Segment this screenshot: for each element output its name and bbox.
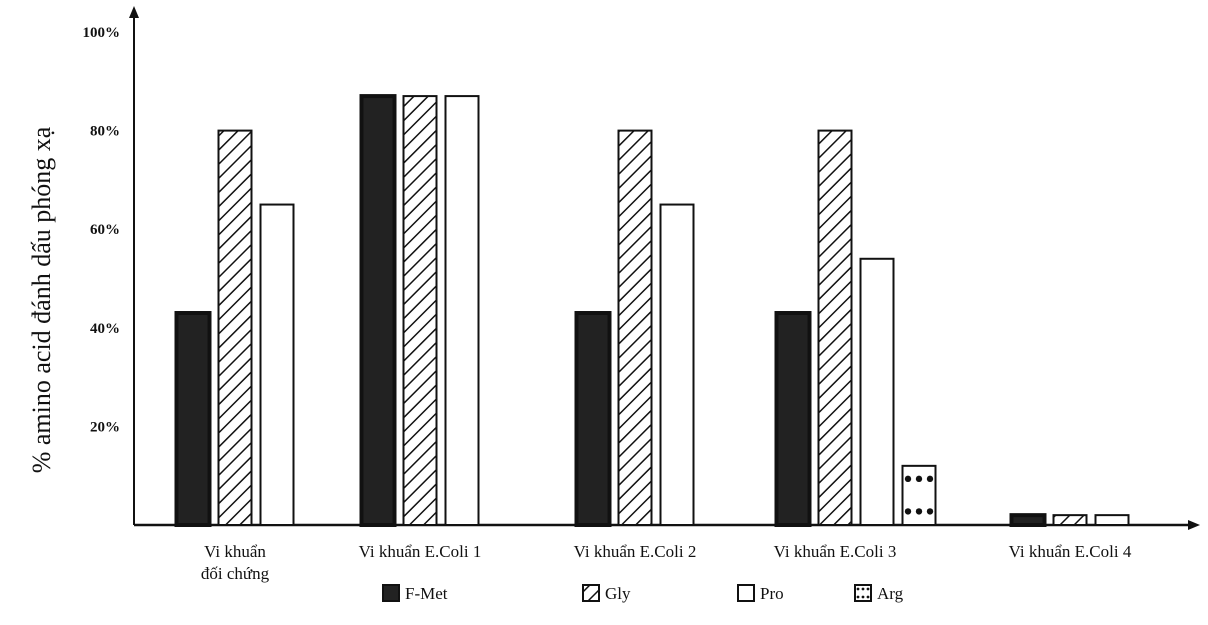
legend-label: Pro: [760, 584, 784, 603]
dot-mark: [915, 475, 923, 483]
x-axis-arrow: [1188, 520, 1200, 530]
dot-mark: [915, 508, 923, 515]
bar-pro: [1094, 514, 1130, 527]
x-tick-label: Vi khuẩn E.Coli 2: [574, 542, 697, 561]
legend-item-arg: Arg: [854, 584, 904, 603]
dot-mark: [904, 508, 912, 515]
bar-pro: [659, 203, 695, 527]
dot-mark: [926, 475, 934, 483]
bar-gly: [217, 129, 253, 526]
legend-item-pro: Pro: [737, 584, 784, 603]
bar-gly: [1052, 514, 1088, 527]
x-tick-label: Vi khuẩn E.Coli 4: [1009, 542, 1132, 561]
legend-label: Arg: [877, 584, 904, 603]
legend-item-f-met: F-Met: [382, 584, 448, 603]
x-tick-label: Vi khuẩn E.Coli 3: [774, 542, 897, 561]
bar-f-met: [574, 311, 612, 528]
bar-f-met: [174, 311, 212, 528]
legend-label: F-Met: [405, 584, 448, 603]
bar-f-met: [774, 311, 812, 528]
bar-pro: [444, 95, 480, 526]
dot-mark: [904, 475, 912, 483]
x-tick-label: Vi khuẩn: [204, 542, 266, 561]
legend-swatch: [854, 584, 872, 602]
legend-item-gly: Gly: [582, 584, 631, 603]
y-tick-label: 20%: [90, 419, 120, 435]
bar-f-met: [359, 94, 397, 527]
x-tick-label: đối chứng: [201, 564, 270, 583]
legend-label: Gly: [605, 584, 631, 603]
bar-f-met: [1009, 513, 1047, 528]
y-tick-label: 60%: [90, 222, 120, 238]
legend-swatch: [382, 584, 400, 602]
x-tick-label: Vi khuẩn E.Coli 1: [359, 542, 482, 561]
legend-swatch: [737, 584, 755, 602]
y-tick-label: 100%: [83, 25, 121, 41]
bar-gly: [617, 129, 653, 526]
dot-mark: [926, 508, 934, 515]
y-axis-label: % amino acid đánh dấu phóng xạ: [27, 126, 56, 473]
y-tick-label: 80%: [90, 124, 120, 140]
legend-swatch: [582, 584, 600, 602]
bar-pro: [259, 203, 295, 527]
bar-arg: [901, 464, 937, 526]
y-tick-label: 40%: [90, 321, 120, 337]
bar-gly: [817, 129, 853, 526]
y-axis-arrow: [129, 6, 139, 18]
bar-pro: [859, 257, 895, 526]
bar-gly: [402, 95, 438, 526]
